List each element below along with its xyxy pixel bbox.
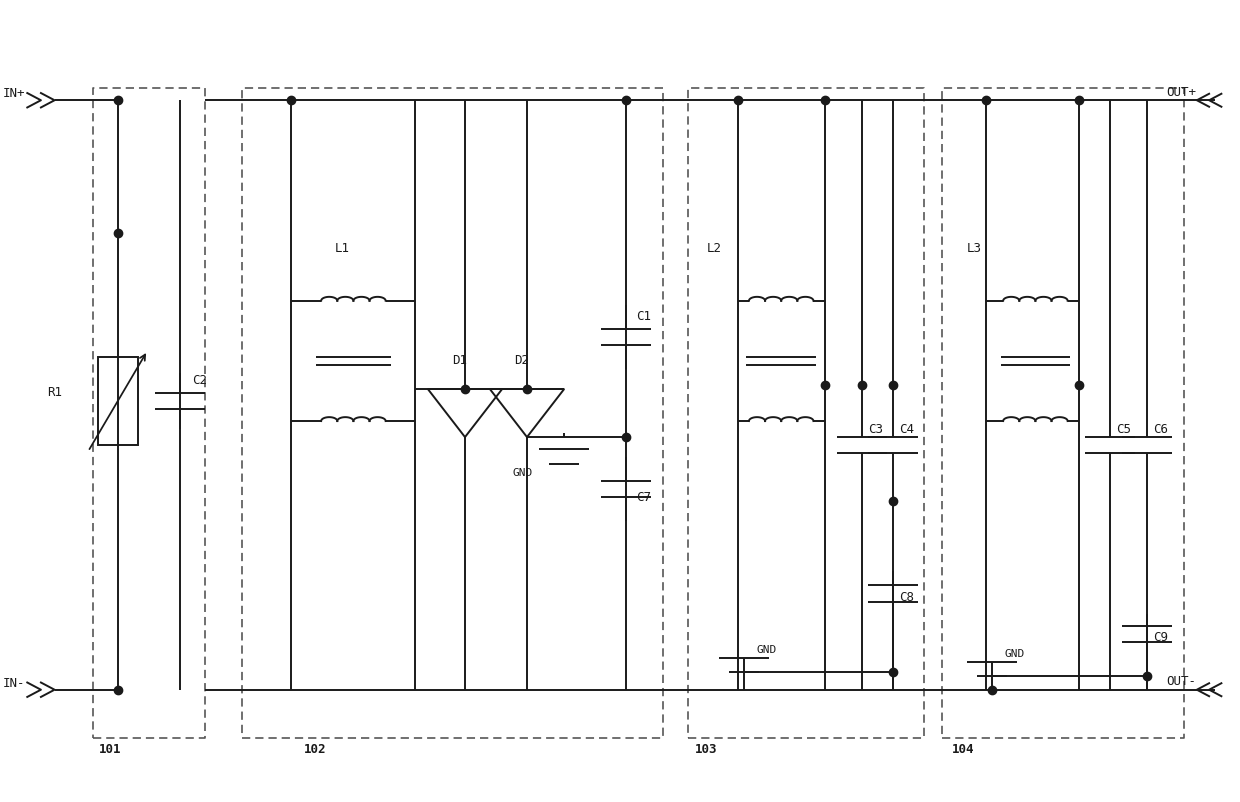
- Text: 103: 103: [694, 743, 717, 756]
- Text: C8: C8: [899, 591, 914, 604]
- Text: C5: C5: [1116, 423, 1131, 435]
- Bar: [98, 357, 138, 445]
- Text: GND: GND: [756, 645, 776, 654]
- Text: C7: C7: [636, 491, 651, 504]
- Text: OUT-: OUT-: [1167, 675, 1197, 688]
- Text: GND: GND: [512, 468, 532, 478]
- Text: C3: C3: [868, 423, 883, 435]
- Text: GND: GND: [1004, 649, 1024, 658]
- Text: C9: C9: [1153, 631, 1168, 644]
- Text: D1: D1: [453, 354, 467, 367]
- Text: L1: L1: [335, 242, 350, 255]
- Text: C1: C1: [636, 310, 651, 323]
- Text: 102: 102: [304, 743, 326, 756]
- Text: 101: 101: [99, 743, 122, 756]
- Text: L3: L3: [967, 242, 982, 255]
- Text: C4: C4: [899, 423, 914, 435]
- Text: C2: C2: [192, 375, 207, 387]
- Text: OUT+: OUT+: [1167, 86, 1197, 99]
- Text: IN+: IN+: [2, 87, 25, 100]
- Text: 104: 104: [952, 743, 975, 756]
- Text: C6: C6: [1153, 423, 1168, 435]
- Text: D2: D2: [515, 354, 529, 367]
- Text: IN-: IN-: [2, 677, 25, 690]
- Text: R1: R1: [47, 387, 62, 399]
- Text: L2: L2: [707, 242, 722, 255]
